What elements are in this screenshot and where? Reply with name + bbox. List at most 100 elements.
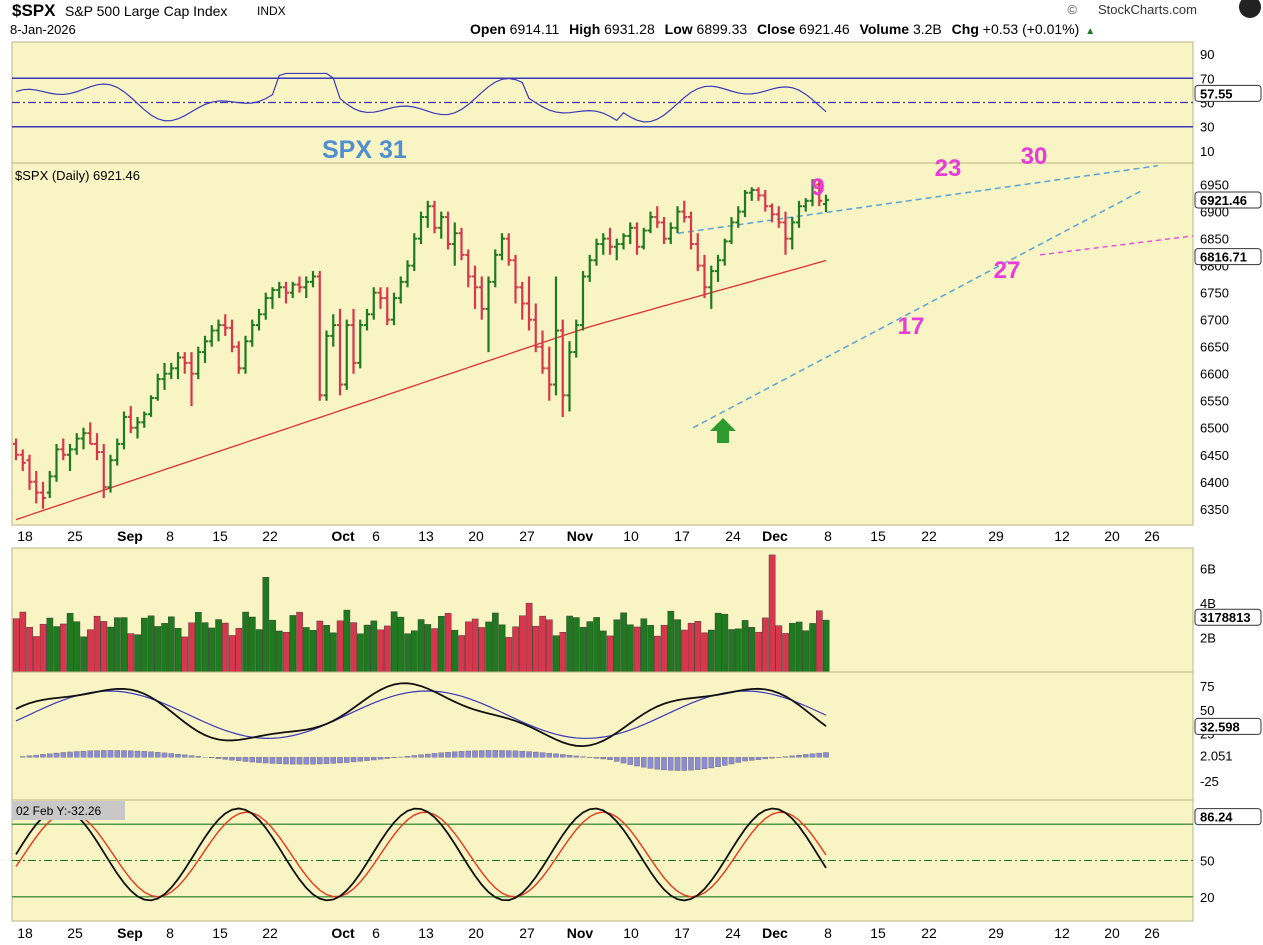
macd-histogram-bar <box>242 757 249 762</box>
volume-bar <box>633 626 641 673</box>
volume-bar <box>768 554 776 673</box>
macd-histogram-bar <box>168 753 174 758</box>
volume-bar <box>708 629 715 673</box>
copyright-icon: © <box>1067 2 1077 17</box>
volume-bar <box>134 634 141 673</box>
date-tick-label: 27 <box>519 528 535 544</box>
volume-bar <box>168 616 175 673</box>
volume-last-value-box <box>1194 608 1262 626</box>
date-tick-label: 20 <box>468 925 484 941</box>
volume-bar <box>647 625 654 673</box>
volume-bar <box>613 619 621 673</box>
macd-histogram-bar <box>478 750 485 758</box>
macd-histogram-bar <box>816 752 823 758</box>
brand-link[interactable]: StockCharts.com <box>1098 2 1197 17</box>
macd-histogram-bar <box>688 757 694 771</box>
volume-bar <box>438 616 445 673</box>
last-price-value-box <box>1194 191 1262 209</box>
volume-bar <box>147 615 155 673</box>
macd-histogram-bar <box>40 754 46 758</box>
volume-bar <box>782 633 789 673</box>
date-tick-label: 20 <box>1104 925 1120 941</box>
macd-histogram-bar <box>627 757 634 765</box>
volume-bar <box>330 632 337 673</box>
volume-bar <box>573 617 580 673</box>
volume-bar <box>559 632 567 673</box>
volume-bar <box>714 612 722 673</box>
volume-bar <box>640 618 648 673</box>
volume-bar <box>343 609 351 673</box>
close-label: Close <box>757 21 796 37</box>
volume-last-value: 3178813 <box>1200 610 1251 625</box>
macd-histogram-bar <box>249 757 255 763</box>
volume-bar <box>323 625 330 673</box>
volume-bar <box>802 630 810 673</box>
date-tick-label: 6 <box>372 528 380 544</box>
volume-bar <box>39 623 47 673</box>
volume-bar <box>316 620 324 673</box>
macd-histogram-bar <box>337 757 343 764</box>
macd-histogram-bar <box>424 753 431 758</box>
volume-bar <box>26 626 33 673</box>
macd-histogram-bar <box>580 756 586 758</box>
date-tick-label: 8 <box>166 528 174 544</box>
macd-histogram-bar <box>357 757 363 762</box>
date-tick-label: 17 <box>674 528 690 544</box>
axis-bg <box>0 527 1263 545</box>
volume-bar <box>282 631 290 673</box>
volume-bar <box>377 629 384 673</box>
stoch-last-value: 86.24 <box>1200 810 1233 825</box>
macd-histogram-bar <box>208 757 215 759</box>
chg-label: Chg <box>951 21 979 37</box>
volume-bar <box>627 624 634 673</box>
volume-bar <box>208 627 216 673</box>
volume-bar <box>120 617 128 673</box>
date-tick-label: Nov <box>567 925 594 941</box>
volume-label: Volume <box>859 21 910 37</box>
settings-icon[interactable] <box>1239 0 1261 18</box>
volume-bar <box>458 635 465 673</box>
volume-bar <box>552 635 560 673</box>
volume-bar <box>53 626 60 673</box>
price-tick-label: 6650 <box>1200 340 1229 355</box>
macd-histogram-bar <box>674 757 681 771</box>
volume-bar <box>228 635 236 673</box>
macd-histogram-bar <box>283 757 289 765</box>
spx-annotation: SPX 31 <box>322 136 407 164</box>
macd-histogram-bar <box>512 750 519 758</box>
date-tick-label: 13 <box>418 528 434 544</box>
macd-histogram-bar <box>343 757 350 763</box>
macd-tick-label: 75 <box>1200 679 1214 694</box>
bottom-date-axis: 18 25 Sep 8 15 22 Oct 6 13 20 27 Nov 10 17 24 Dec 8 15 22 2… <box>0 924 1263 942</box>
volume-bar <box>242 611 249 673</box>
crosshair-label-bg <box>12 801 125 820</box>
date-tick-label: 8 <box>824 925 832 941</box>
volume-bar <box>262 577 270 673</box>
date-tick-label: Nov <box>567 528 594 544</box>
open-label: Open <box>470 21 506 37</box>
macd-histogram-bar <box>803 754 809 758</box>
volume-bar <box>667 610 675 673</box>
volume-bar <box>249 616 256 673</box>
macd-histogram-bar <box>647 757 654 769</box>
macd-histogram-bar <box>431 753 438 758</box>
macd-bg <box>11 671 1194 801</box>
date-tick-label: 8 <box>824 528 832 544</box>
volume-bar <box>33 636 40 673</box>
macd-histogram-bar <box>127 750 134 758</box>
date-tick-label: 18 <box>17 528 33 544</box>
volume-bar <box>93 615 101 673</box>
volume-bar <box>181 636 189 673</box>
macd-histogram-bar <box>26 755 33 758</box>
price-tick-label: 6850 <box>1200 232 1229 247</box>
macd-histogram-bar <box>87 750 94 758</box>
high-label: High <box>569 21 601 37</box>
macd-histogram-bar <box>256 757 262 763</box>
volume-bar <box>87 629 94 673</box>
volume-tick-label: 4B <box>1200 596 1216 611</box>
macd-histogram-bar <box>121 750 127 758</box>
date-tick-label: 8 <box>166 925 174 941</box>
macd-histogram-bar <box>560 754 566 758</box>
volume-bar <box>735 628 742 673</box>
price-series-title: $SPX (Daily) 6921.46 <box>15 168 140 183</box>
